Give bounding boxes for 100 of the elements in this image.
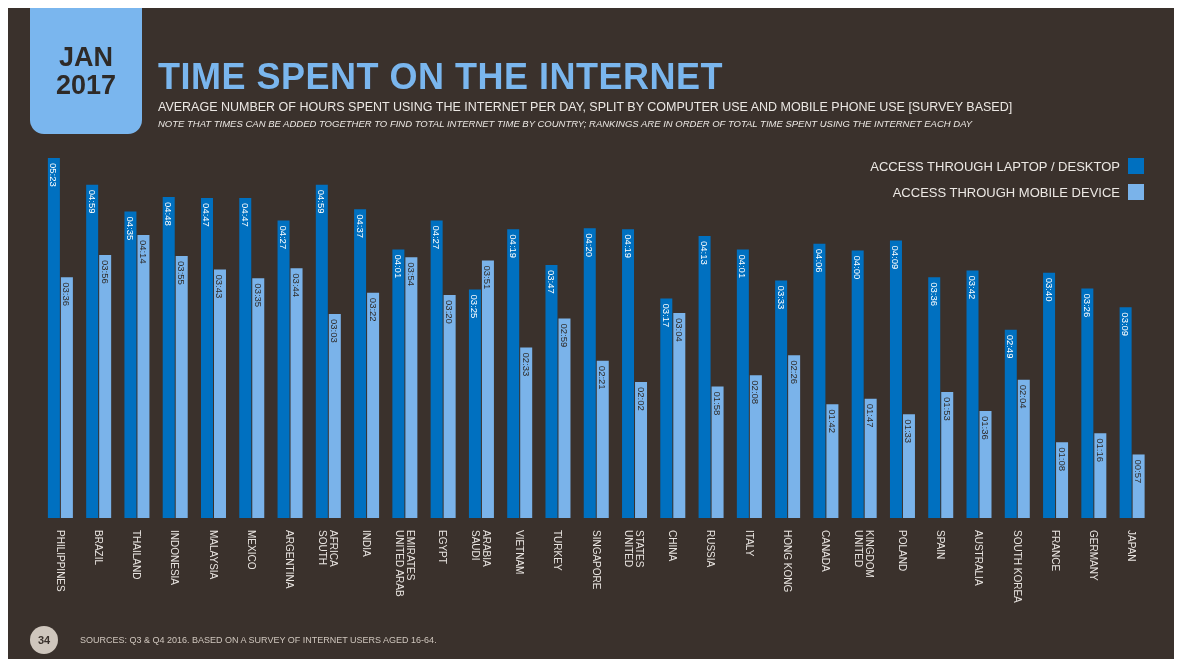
data-label: 04:35 xyxy=(124,216,136,241)
bar xyxy=(736,249,749,518)
bar xyxy=(1081,288,1094,518)
bar xyxy=(213,269,226,518)
data-label: 04:19 xyxy=(622,234,634,259)
data-label: 02:49 xyxy=(1005,334,1017,359)
x-tick-label: FRANCE xyxy=(1049,530,1061,572)
data-label: 01:47 xyxy=(865,403,877,428)
x-tick-label: INDONESIA xyxy=(169,530,181,586)
bar xyxy=(864,398,877,518)
bar xyxy=(545,265,558,518)
data-label: 03:55 xyxy=(176,261,188,285)
x-tick-label: SAUDI ARABIA xyxy=(470,530,493,568)
bar xyxy=(941,392,954,518)
x-tick-label: PHILIPPINES xyxy=(54,530,66,593)
data-label: 02:33 xyxy=(520,352,532,377)
bar xyxy=(430,220,443,518)
text: JAN 2017 xyxy=(30,8,142,134)
bar xyxy=(99,254,112,518)
chart-title: TIME SPENT ON THE INTERNET xyxy=(158,56,724,98)
data-label: 03:25 xyxy=(469,294,481,319)
data-label: 04:20 xyxy=(584,233,596,257)
bar xyxy=(749,375,762,518)
data-label: 03:22 xyxy=(367,297,379,322)
bar xyxy=(405,257,418,518)
text: 34 xyxy=(30,626,58,654)
x-tick-label: MEXICO xyxy=(246,530,258,570)
data-label: 01:33 xyxy=(903,419,915,444)
x-tick-label: SOUTH KOREA xyxy=(1011,530,1023,604)
data-label: 01:58 xyxy=(712,391,724,416)
bar xyxy=(1004,329,1017,518)
bar xyxy=(660,298,673,518)
bar xyxy=(520,347,533,518)
bar xyxy=(60,277,73,518)
x-tick-label: ITALY xyxy=(743,530,755,557)
bar xyxy=(481,260,494,518)
source-note: SOURCES: Q3 & Q4 2016. BASED ON A SURVEY OF INTERNET USERS AGED 16-64. xyxy=(80,635,437,645)
x-tick-label: TURKEY xyxy=(552,530,564,571)
x-tick-label: EGYPT xyxy=(437,530,449,564)
data-label: 02:26 xyxy=(788,360,800,385)
data-label: 04:48 xyxy=(163,202,175,226)
bar xyxy=(252,278,265,518)
x-tick-label: BRAZIL xyxy=(92,530,104,566)
data-label: 03:51 xyxy=(482,265,494,290)
bar xyxy=(826,404,839,518)
bar xyxy=(443,295,456,518)
x-tick-label: UNITED ARAB EMIRATES xyxy=(393,530,416,598)
data-label: 03:40 xyxy=(1043,277,1055,302)
x-tick-label: SOUTH AFRICA xyxy=(317,530,340,567)
bar xyxy=(162,197,175,518)
bar xyxy=(47,158,60,518)
x-tick-label: CHINA xyxy=(667,530,679,562)
bar xyxy=(277,220,290,518)
bar xyxy=(673,312,686,518)
data-label: 05:23 xyxy=(48,163,60,187)
bar xyxy=(86,184,99,518)
bar xyxy=(468,289,481,518)
bar xyxy=(889,240,902,518)
x-tick-label: JAPAN xyxy=(1126,530,1138,562)
data-label: 04:13 xyxy=(699,241,711,265)
data-label: 01:42 xyxy=(826,409,838,434)
data-label: 03:09 xyxy=(1120,312,1132,337)
data-label: 04:00 xyxy=(852,255,864,280)
data-label: 03:33 xyxy=(775,285,787,310)
bar xyxy=(354,209,367,518)
data-label: 03:20 xyxy=(444,300,456,324)
bar xyxy=(200,198,213,518)
data-label: 04:01 xyxy=(392,254,404,279)
x-tick-label: ARGENTINA xyxy=(284,530,296,589)
x-tick-label: SPAIN xyxy=(934,530,946,560)
bar xyxy=(175,256,188,518)
data-label: 02:59 xyxy=(558,323,570,348)
bar xyxy=(558,318,571,518)
bar xyxy=(1056,442,1069,518)
data-label: 04:19 xyxy=(507,234,519,259)
data-label: 01:16 xyxy=(1094,438,1106,463)
data-label: 02:08 xyxy=(750,380,762,405)
bar xyxy=(328,314,341,518)
x-tick-label: MALAYSIA xyxy=(207,530,219,580)
data-label: 03:54 xyxy=(405,262,417,286)
data-label: 03:47 xyxy=(545,270,557,294)
bar xyxy=(315,184,328,518)
data-label: 04:14 xyxy=(137,239,149,264)
data-label: 03:03 xyxy=(329,319,341,343)
data-label: 04:59 xyxy=(86,189,98,214)
bar xyxy=(583,228,596,518)
data-label: 03:56 xyxy=(99,259,111,284)
bar xyxy=(1094,433,1107,518)
x-tick-label: SINGAPORE xyxy=(590,530,602,590)
data-label: 02:21 xyxy=(597,365,609,390)
data-label: 03:26 xyxy=(1081,293,1093,318)
bar xyxy=(137,234,150,518)
text: NOTE THAT TIMES CAN BE ADDED TOGETHER TO FIND TOTAL INTERNET TIME BY COUNTRY; RANKINGS ARE IN ORDER OF TOTAL TIME SPENT USING THE INTERNET EACH DAY xyxy=(158,118,973,129)
data-label: 03:44 xyxy=(291,273,303,298)
x-tick-label: GERMANY xyxy=(1088,530,1100,581)
x-tick-label: INDIA xyxy=(360,530,372,557)
data-label: 04:01 xyxy=(737,254,749,279)
bar xyxy=(928,277,941,518)
bar xyxy=(1043,272,1056,518)
x-tick-label: POLAND xyxy=(896,530,908,572)
